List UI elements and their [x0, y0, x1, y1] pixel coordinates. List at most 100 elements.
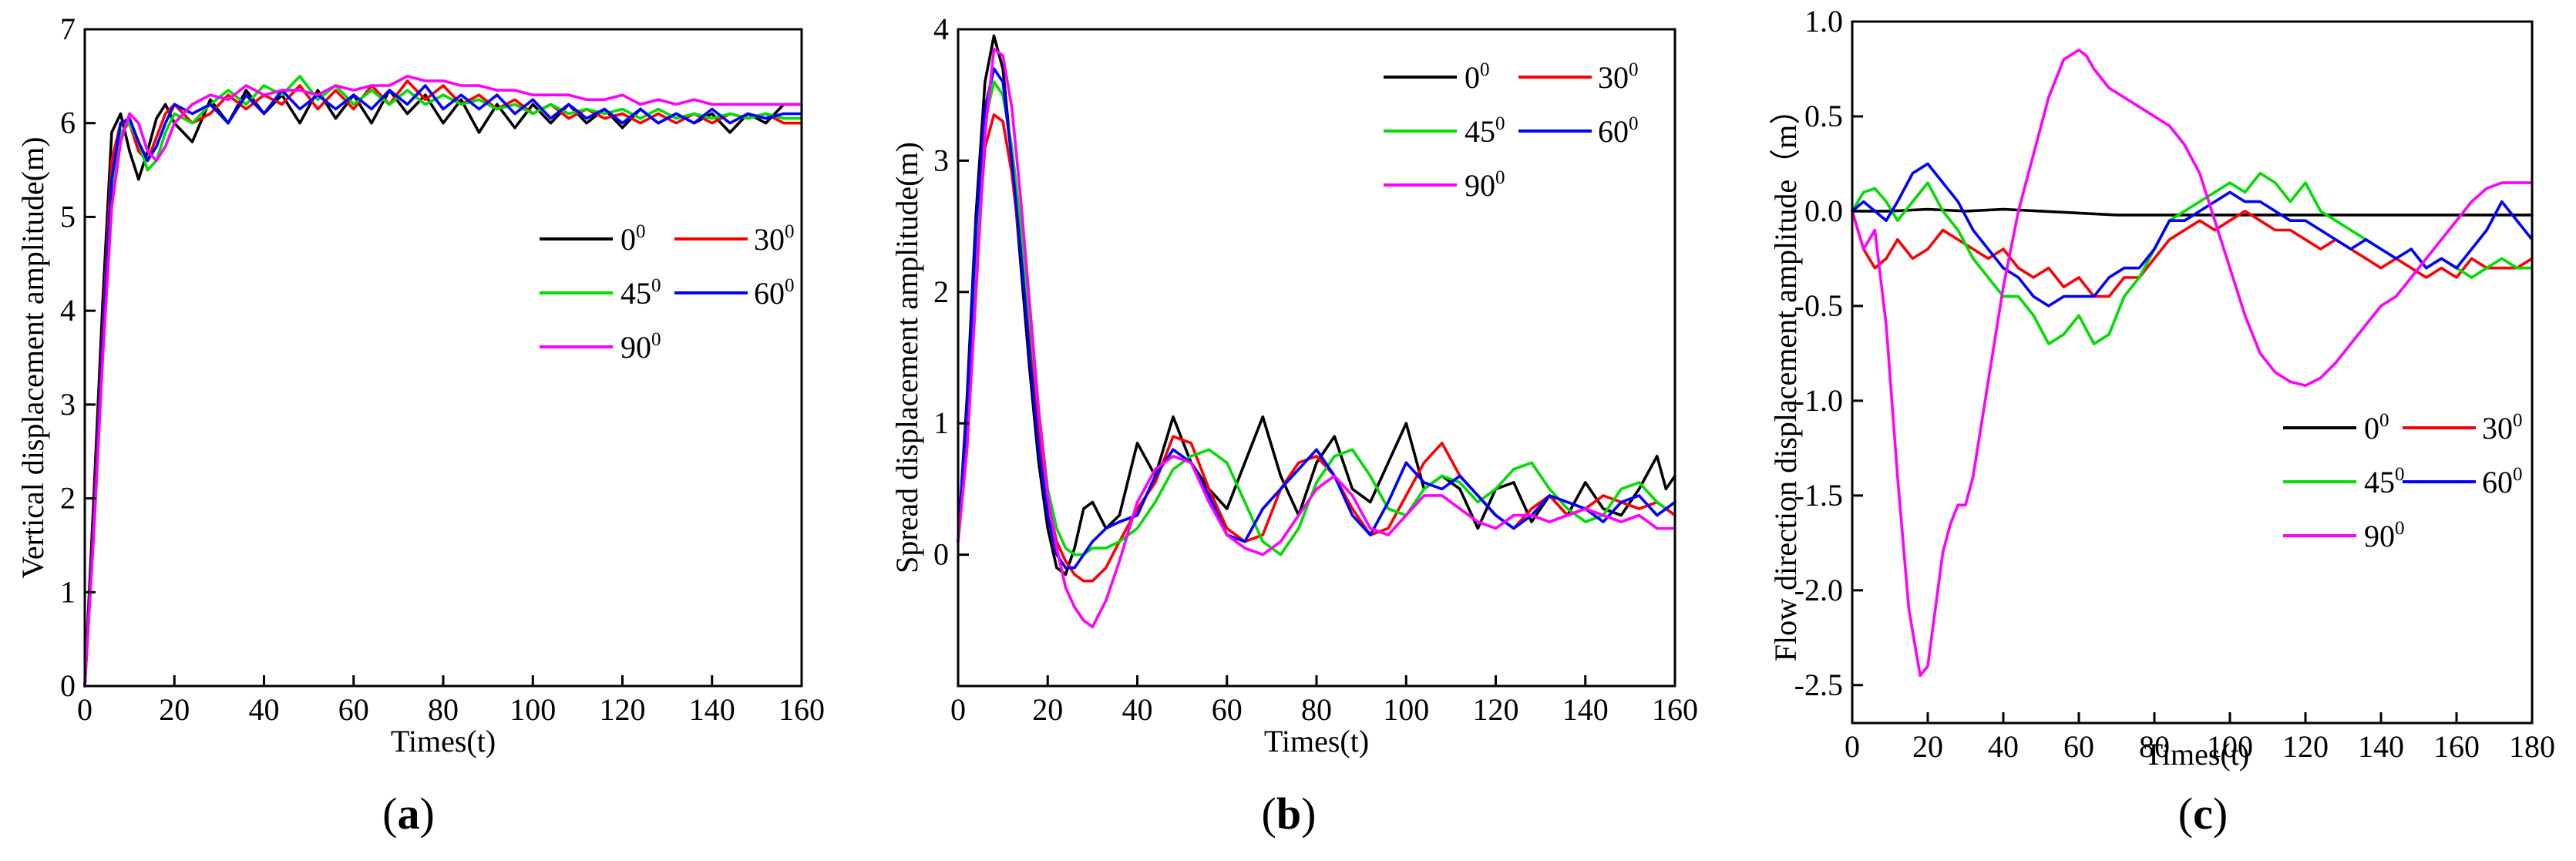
panel-c-y-tick-label: -1.0 — [1794, 383, 1843, 418]
panel-c-legend-label-45: 450 — [2364, 464, 2405, 499]
panel-c-tick-labels: 0 20 40 60 80 100 120 140 160 180 -2.5 -2.0 -1.5 -1.0… — [1794, 4, 2555, 764]
panel-c-y-tick-label: -2.5 — [1794, 668, 1843, 702]
panel-b-x-tick-label: 160 — [1652, 692, 1698, 727]
panel-b-caption: (b) — [1262, 789, 1317, 839]
panel-b-series-0-line — [957, 34, 1676, 576]
panel-c-legend-label-30: 300 — [2482, 410, 2523, 446]
panel-c-y-tick-label: -2.0 — [1794, 573, 1843, 607]
panel-c-x-tick-label: 60 — [2063, 729, 2094, 764]
panel-a-y-tick-label: 7 — [60, 12, 76, 46]
panel-c-series-group — [1851, 49, 2534, 678]
panel-b-series-90-line — [957, 47, 1676, 629]
panel-a-series-30-line — [83, 79, 803, 688]
panel-c-x-tick-label: 180 — [2509, 729, 2555, 764]
panel-b-x-tick-label: 0 — [950, 692, 966, 727]
panel-a-legend-label-45: 450 — [620, 275, 661, 311]
panel-b-x-tick-label: 120 — [1473, 692, 1519, 727]
panel-c-x-tick-label: 80 — [2139, 729, 2170, 764]
panel-a-caption: (a) — [382, 789, 435, 839]
panel-c-x-axis-label: Times(t) — [2144, 737, 2249, 772]
panel-b-y-axis-label: Spread displacement amplitude(m) — [889, 142, 924, 573]
panel-a-x-tick-label: 0 — [77, 692, 92, 727]
panel-a-y-tick-label: 3 — [60, 387, 76, 422]
panel-b-x-tick-label: 80 — [1301, 692, 1332, 727]
panel-c-x-tick-label: 20 — [1912, 729, 1943, 764]
panel-b-legend-label-60: 600 — [1598, 113, 1639, 149]
panel-c-x-tick-label: 0 — [1845, 729, 1860, 764]
panel-a-x-tick-label: 160 — [779, 692, 825, 727]
panel-a-legend-label-0: 00 — [620, 221, 646, 257]
panel-a-series-90-line — [83, 75, 803, 688]
panel-a-x-tick-label: 40 — [249, 692, 280, 727]
panel-a-y-tick-label: 0 — [60, 668, 76, 703]
panel-a-x-tick-label: 20 — [159, 692, 190, 727]
panel-a-legend-label-90: 900 — [620, 329, 661, 365]
panel-c-series-90-line — [1851, 49, 2534, 678]
panel-b: 0 20 40 60 80 100 120 140 160 0 1 2 3 4 Spread displa… — [889, 12, 1698, 839]
panel-a-y-tick-label: 5 — [60, 199, 76, 234]
panel-c-series-60-line — [1851, 162, 2534, 308]
panel-b-tick-labels: 0 20 40 60 80 100 120 140 160 0 1 2 3 4 — [933, 12, 1698, 727]
panel-a-x-tick-label: 80 — [428, 692, 459, 727]
panel-c-plot-frame — [1851, 20, 2534, 725]
panel-c-y-axis-label: Flow direction displacement amplitude（m） — [1768, 94, 1803, 662]
panel-a-x-axis-label: Times(t) — [391, 724, 496, 758]
panel-a: 0 20 40 60 80 100 120 140 160 0 1 2 3 4 5 6 7 Vertical d… — [15, 12, 825, 839]
panel-c-y-tick-label: 0.5 — [1804, 99, 1843, 133]
panel-a-x-tick-label: 100 — [509, 692, 556, 727]
panel-b-legend-label-30: 300 — [1598, 59, 1639, 95]
panel-a-y-tick-label: 4 — [60, 293, 76, 328]
panel-b-x-tick-label: 140 — [1562, 692, 1609, 727]
panel-c-caption: (c) — [2178, 789, 2228, 839]
panel-b-x-tick-label: 60 — [1212, 692, 1243, 727]
panel-b-y-tick-label: 3 — [933, 143, 949, 177]
panel-a-plot-frame — [83, 28, 803, 688]
panel-c: 0 20 40 60 80 100 120 140 160 180 -2.5 -2.0 -1.5 -1.0… — [1768, 4, 2555, 839]
panel-b-series-45-line — [957, 80, 1676, 557]
panel-b-series-30-line — [957, 113, 1676, 583]
panel-c-y-tick-label: -0.5 — [1794, 288, 1843, 323]
panel-a-legend-label-60: 600 — [754, 275, 795, 311]
panel-a-series-60-line — [83, 84, 803, 688]
panel-c-y-tick-label: -1.5 — [1794, 478, 1843, 513]
panel-b-y-tick-label: 0 — [933, 537, 949, 572]
panel-b-x-axis-label: Times(t) — [1264, 724, 1369, 758]
panel-a-y-tick-label: 6 — [60, 106, 76, 140]
panel-b-x-tick-label: 20 — [1032, 692, 1063, 727]
panel-c-legend-label-60: 600 — [2482, 464, 2523, 499]
panel-a-legend: 00 300 450 600 900 — [540, 221, 795, 365]
panel-b-x-tick-label: 40 — [1122, 692, 1153, 727]
panel-b-x-tick-label: 100 — [1383, 692, 1429, 727]
panel-b-y-tick-label: 2 — [933, 274, 949, 309]
panel-c-legend-label-0: 00 — [2364, 410, 2389, 446]
panel-b-y-tick-label: 4 — [933, 12, 949, 46]
panel-b-series-60-line — [957, 67, 1676, 570]
panel-a-ticks — [83, 28, 803, 688]
panel-c-ticks — [1851, 20, 2534, 723]
panel-c-x-tick-label: 100 — [2207, 729, 2253, 764]
panel-c-x-tick-label: 40 — [1988, 729, 2019, 764]
panel-b-plot-frame — [957, 28, 1676, 688]
panel-c-legend-label-90: 900 — [2364, 518, 2405, 553]
panel-a-x-tick-label: 140 — [689, 692, 735, 727]
panel-a-legend-label-30: 300 — [754, 221, 795, 257]
panel-b-legend: 00 300 450 600 900 — [1384, 59, 1639, 203]
panel-a-x-tick-label: 60 — [338, 692, 369, 727]
panel-a-series-45-line — [83, 75, 803, 688]
panel-c-x-tick-label: 160 — [2433, 729, 2480, 764]
panel-a-y-tick-label: 1 — [60, 574, 76, 609]
panel-a-x-tick-label: 120 — [600, 692, 646, 727]
panel-c-x-tick-label: 120 — [2282, 729, 2329, 764]
panel-b-legend-label-0: 00 — [1465, 59, 1490, 95]
panel-a-tick-labels: 0 20 40 60 80 100 120 140 160 0 1 2 3 4 5 6 7 — [60, 12, 825, 727]
panel-c-series-0-line — [1851, 207, 2534, 217]
panel-b-legend-label-45: 450 — [1465, 113, 1505, 149]
panel-c-y-tick-label: 1.0 — [1804, 4, 1843, 39]
panel-a-series-group — [83, 75, 803, 688]
panel-a-y-tick-label: 2 — [60, 481, 76, 516]
panel-b-series-group — [957, 34, 1676, 629]
panel-b-legend-label-90: 900 — [1465, 167, 1505, 203]
panel-c-x-tick-label: 140 — [2358, 729, 2404, 764]
panel-c-y-tick-label: 0.0 — [1804, 193, 1843, 228]
